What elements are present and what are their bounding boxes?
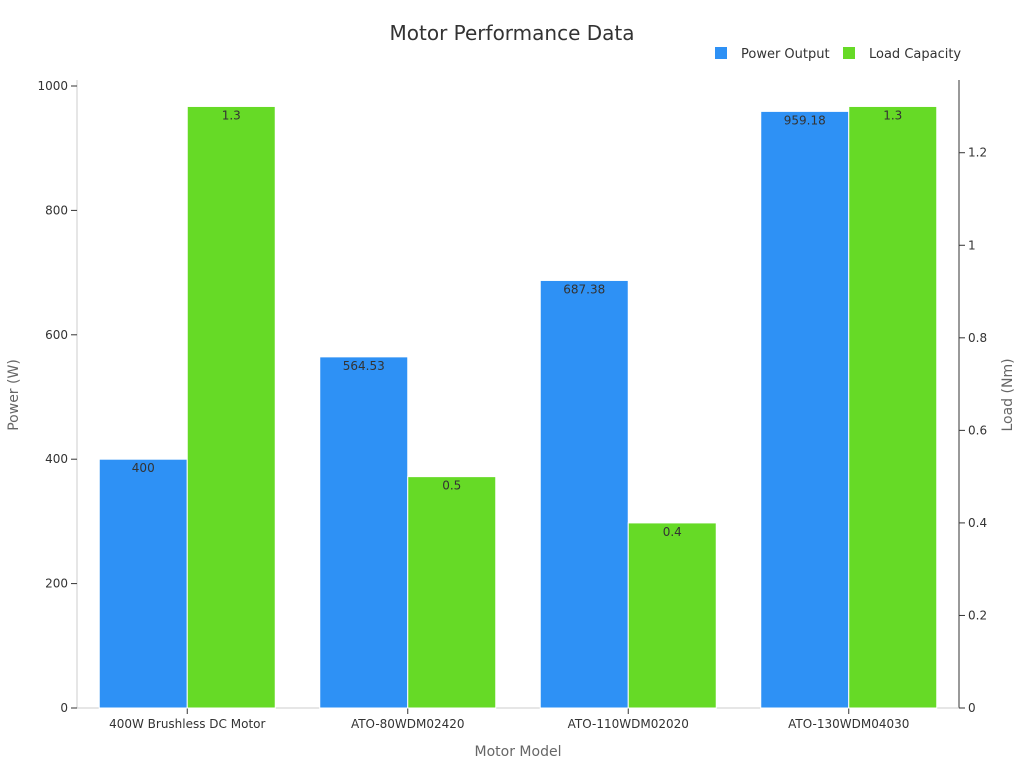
- right-axis-tick-label: 0.8: [968, 331, 987, 345]
- legend-swatch: [843, 47, 855, 59]
- right-axis-tick-label: 0.4: [968, 516, 987, 530]
- chart-title: Motor Performance Data: [390, 21, 635, 45]
- bar-value-label: 1.3: [883, 108, 902, 122]
- right-axis-tick-label: 0: [968, 701, 976, 715]
- legend-swatch: [715, 47, 727, 59]
- x-axis-tick-label: ATO-80WDM02420: [351, 717, 465, 731]
- bar: [760, 110, 850, 709]
- left-axis-tick-label: 0: [60, 701, 68, 715]
- bars: [98, 105, 938, 709]
- right-axis-tick-label: 0.6: [968, 423, 987, 437]
- right-axis-tick-label: 1.2: [968, 146, 987, 160]
- x-axis-title: Motor Model: [475, 744, 562, 760]
- right-y-axis-title: Load (Nm): [1000, 358, 1016, 431]
- bar-value-label: 400: [132, 461, 155, 475]
- x-axis-tick-label: ATO-110WDM02020: [568, 717, 689, 731]
- legend: Power Output Load Capacity: [715, 47, 961, 62]
- bar: [539, 279, 629, 709]
- x-axis-tick-label: ATO-130WDM04030: [788, 717, 909, 731]
- left-axis-tick-label: 800: [45, 203, 68, 217]
- left-y-axis-title: Power (W): [6, 359, 22, 431]
- bar-value-label: 959.18: [784, 113, 826, 127]
- bar-value-label: 0.4: [663, 525, 682, 539]
- left-y-axis: 0 200 400 600 800 1000: [37, 79, 78, 715]
- bar-value-label: 564.53: [343, 359, 385, 373]
- bar: [627, 522, 717, 709]
- bar-labels: 400 564.53 687.38 959.18 1.3 0.5 0.4 1.3: [132, 108, 903, 538]
- legend-label: Load Capacity: [869, 47, 961, 62]
- right-y-axis: 0 0.2 0.4 0.6 0.8 1 1.2: [958, 80, 987, 715]
- x-axis: 400W Brushless DC Motor ATO-80WDM02420 ATO…: [77, 707, 959, 731]
- bar-value-label: 687.38: [563, 282, 605, 296]
- left-axis-tick-label: 1000: [37, 79, 68, 93]
- bar: [319, 356, 409, 709]
- right-axis-tick-label: 0.2: [968, 608, 987, 622]
- bar: [186, 105, 276, 709]
- bar: [848, 105, 938, 709]
- right-axis-tick-label: 1: [968, 238, 976, 252]
- x-axis-tick-label: 400W Brushless DC Motor: [109, 717, 265, 731]
- bar: [407, 476, 497, 709]
- legend-label: Power Output: [741, 47, 830, 62]
- left-axis-tick-label: 600: [45, 328, 68, 342]
- bar-value-label: 1.3: [222, 108, 241, 122]
- left-axis-tick-label: 400: [45, 452, 68, 466]
- bar: [98, 458, 188, 709]
- left-axis-tick-label: 200: [45, 577, 68, 591]
- bar-value-label: 0.5: [442, 479, 461, 493]
